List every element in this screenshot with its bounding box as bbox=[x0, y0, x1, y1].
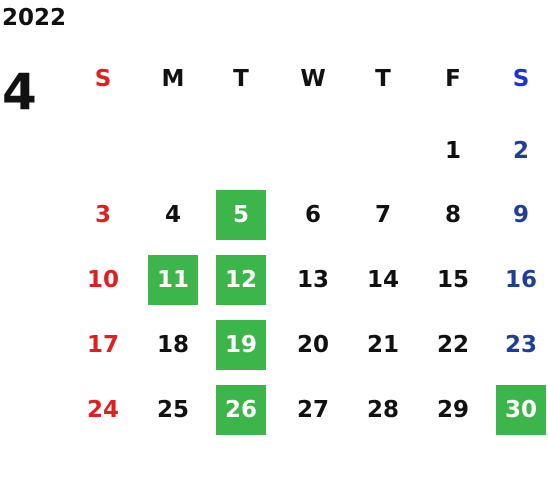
calendar-day[interactable]: 9 bbox=[512, 202, 529, 228]
calendar-year: 2022 bbox=[2, 5, 67, 31]
calendar-day[interactable]: 24 bbox=[86, 397, 119, 423]
calendar-day[interactable]: 10 bbox=[86, 267, 119, 293]
calendar-day[interactable]: 15 bbox=[436, 267, 469, 293]
calendar-day[interactable]: 2 bbox=[512, 138, 529, 164]
calendar-grid: S M T W T F S 1 2 3 4 5 6 7 8 9 10 11 12 13 14 15 16 17 18 19 20 21… bbox=[70, 54, 548, 444]
calendar-day[interactable]: 3 bbox=[94, 202, 111, 228]
calendar-day[interactable]: 27 bbox=[296, 397, 329, 423]
weekday-header: S bbox=[512, 66, 530, 92]
calendar-day[interactable]: 16 bbox=[504, 267, 537, 293]
weekday-header: F bbox=[445, 66, 461, 92]
calendar-day[interactable]: 29 bbox=[436, 397, 469, 423]
calendar-month: 4 bbox=[2, 63, 37, 121]
weekday-header: S bbox=[94, 66, 112, 92]
calendar-day[interactable]: 23 bbox=[504, 332, 537, 358]
weekday-header: M bbox=[161, 66, 185, 92]
calendar-day[interactable]: 20 bbox=[296, 332, 329, 358]
calendar-day[interactable]: 8 bbox=[444, 202, 461, 228]
calendar-day[interactable]: 21 bbox=[366, 332, 399, 358]
calendar-day[interactable]: 1 bbox=[444, 138, 461, 164]
calendar-day[interactable]: 4 bbox=[164, 202, 181, 228]
calendar-day-highlighted[interactable]: 19 bbox=[216, 320, 266, 370]
calendar-day[interactable]: 6 bbox=[304, 202, 321, 228]
calendar-day-highlighted[interactable]: 11 bbox=[148, 255, 198, 305]
calendar-day[interactable]: 28 bbox=[366, 397, 399, 423]
weekday-header: T bbox=[233, 66, 249, 92]
weekday-header: T bbox=[375, 66, 391, 92]
calendar-day-highlighted[interactable]: 30 bbox=[496, 385, 546, 435]
calendar-day[interactable]: 13 bbox=[296, 267, 329, 293]
calendar-day-highlighted[interactable]: 12 bbox=[216, 255, 266, 305]
calendar-day[interactable]: 17 bbox=[86, 332, 119, 358]
weekday-header: W bbox=[300, 66, 326, 92]
calendar-day[interactable]: 7 bbox=[374, 202, 391, 228]
calendar-day[interactable]: 14 bbox=[366, 267, 399, 293]
calendar-day[interactable]: 25 bbox=[156, 397, 189, 423]
calendar-day-highlighted[interactable]: 5 bbox=[216, 190, 266, 240]
calendar-day[interactable]: 18 bbox=[156, 332, 189, 358]
calendar-day[interactable]: 22 bbox=[436, 332, 469, 358]
calendar-day-highlighted[interactable]: 26 bbox=[216, 385, 266, 435]
